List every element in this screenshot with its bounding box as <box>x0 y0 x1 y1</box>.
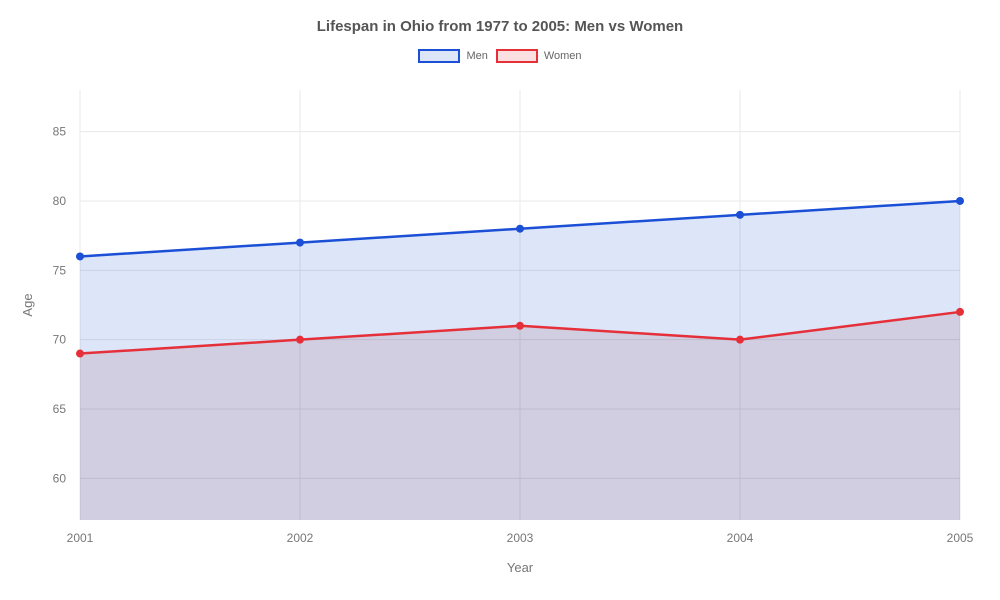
series-line <box>80 312 960 354</box>
data-point <box>736 211 744 219</box>
legend-swatch <box>418 49 460 63</box>
data-point <box>516 225 524 233</box>
chart-title: Lifespan in Ohio from 1977 to 2005: Men … <box>0 0 1000 35</box>
y-tick-label: 85 <box>53 125 67 139</box>
area-fill <box>80 201 960 520</box>
series-line <box>80 201 960 256</box>
y-tick-label: 65 <box>53 402 67 416</box>
chart-container: Lifespan in Ohio from 1977 to 2005: Men … <box>0 0 1000 600</box>
x-tick-label: 2005 <box>947 531 974 545</box>
y-tick-label: 70 <box>53 333 67 347</box>
data-point <box>296 336 304 344</box>
x-tick-label: 2004 <box>727 531 754 545</box>
y-axis-label: Age <box>20 293 35 316</box>
data-point <box>296 239 304 247</box>
data-point <box>516 322 524 330</box>
legend-item[interactable]: Women <box>496 49 582 63</box>
legend-label: Men <box>466 50 487 62</box>
legend-swatch <box>496 49 538 63</box>
data-point <box>956 308 964 316</box>
y-tick-label: 60 <box>53 471 67 485</box>
y-tick-label: 80 <box>53 194 67 208</box>
x-tick-label: 2001 <box>67 531 94 545</box>
y-tick-label: 75 <box>53 263 67 277</box>
chart-svg: 2001 2002 2003 2004 2005 60 65 70 75 80 85 Year Age <box>0 0 1000 600</box>
data-point <box>76 252 84 260</box>
data-point <box>956 197 964 205</box>
area-fill <box>80 312 960 520</box>
x-tick-label: 2003 <box>507 531 534 545</box>
legend-label: Women <box>544 50 582 62</box>
legend: Men Women <box>0 49 1000 63</box>
data-point <box>76 350 84 358</box>
x-axis-label: Year <box>507 560 534 575</box>
data-point <box>736 336 744 344</box>
legend-item[interactable]: Men <box>418 49 487 63</box>
x-tick-label: 2002 <box>287 531 314 545</box>
